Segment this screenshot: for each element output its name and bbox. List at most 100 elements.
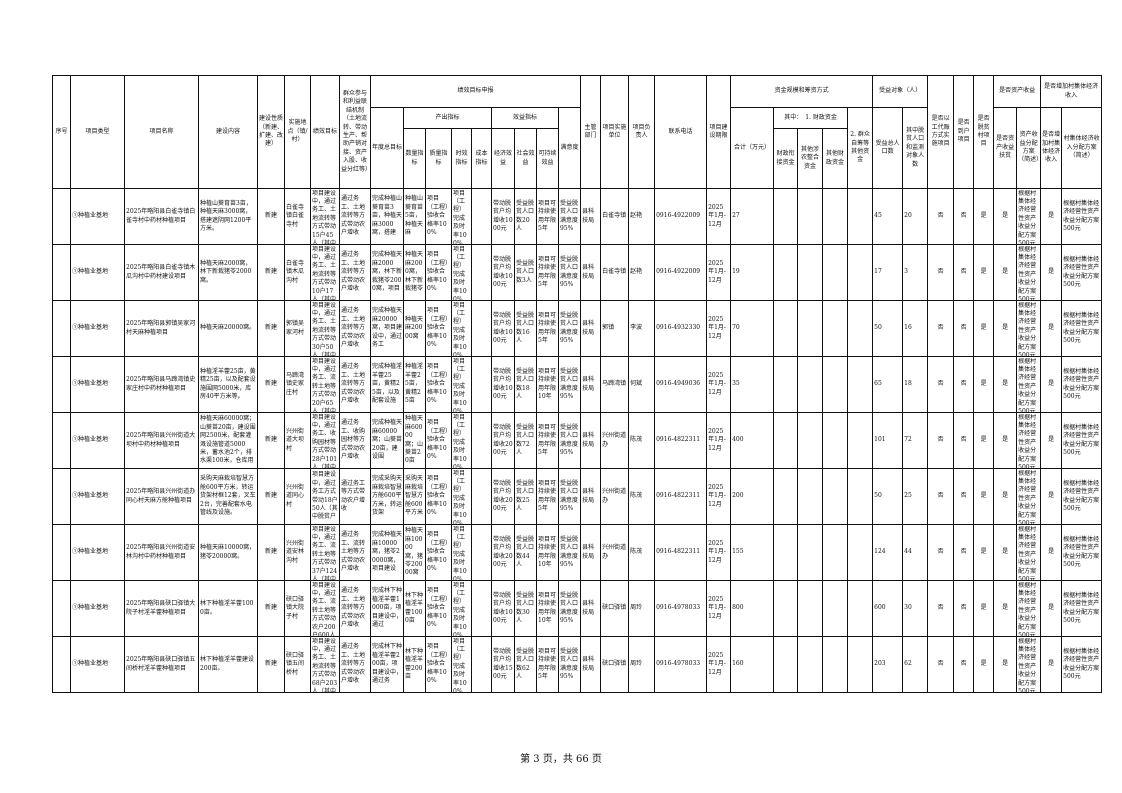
- table-cell: 0916-4822311: [654, 412, 708, 469]
- table-cell: 根据村集体经济经营性资产收益分配方案500元: [1061, 524, 1103, 581]
- cell-text: 0916-4822311: [656, 548, 701, 556]
- cell-text: 项目可持续使用年限5年: [538, 423, 557, 456]
- cell-text: 2025年略阳县兴州街道办同心村天麻方舱种植项目: [126, 488, 196, 504]
- cell-text: 通过务工、土地流转等方式带动农户增收: [341, 307, 366, 349]
- table-cell: 根据村集体经济经营性资产收益分配方案500元: [1061, 300, 1103, 357]
- table-cell: [52, 468, 71, 525]
- table-cell: 白雀寺镇: [600, 188, 630, 245]
- table-cell: [822, 412, 849, 469]
- table-cell: 兴州街道办: [600, 524, 630, 581]
- cell-text: 0916-4822311: [656, 492, 701, 500]
- table-cell: [52, 580, 71, 637]
- table-cell: 是: [1040, 244, 1063, 301]
- cell-text: 项目（工程）验收合格率100%: [427, 531, 449, 573]
- cell-text: 是: [1048, 548, 1055, 556]
- table-cell: 根据村集体经济经营性资产收益分配方案500元以下: [1016, 356, 1042, 413]
- header-benef-total: 受益总人口数: [872, 107, 904, 189]
- table-cell: 项目建设中，通过务工、土地流转等方式带动10户17人（其中脱贫: [310, 244, 340, 301]
- table-cell: 0916-4922009: [654, 188, 708, 245]
- table-cell: 新建: [257, 412, 285, 469]
- table-cell: 否: [927, 524, 955, 581]
- table-cell: 0916-4949036: [654, 356, 708, 413]
- table-cell: 2025年1月-12月: [706, 244, 732, 301]
- table-cell: 2025年略阳县兴州街道办同心村天麻方舱种植项目: [124, 468, 199, 525]
- table-cell: 马蹄湾镇史家庄村: [284, 356, 311, 413]
- table-cell: [822, 524, 849, 581]
- table-cell: 受益脱贫人口数18人: [514, 356, 537, 413]
- table-cell: 种植山葵育苗5亩，种植天麻: [403, 188, 426, 245]
- header-to-household: 是否到户项目: [953, 75, 975, 189]
- table-cell: 是: [1040, 468, 1063, 525]
- table-cell: [822, 580, 849, 637]
- cell-text: 否: [960, 212, 967, 220]
- table-cell: 72: [902, 412, 929, 469]
- cell-text: 受益脱贫人口满意度95%: [560, 255, 579, 288]
- cell-text: 27: [732, 212, 740, 220]
- cell-text: 项目（工程）验收合格率100%: [427, 251, 449, 293]
- table-cell: 通过务工、土地流转等方式带动农户增收: [339, 636, 371, 693]
- header-work-relief: 是否以工代赈方式实施项目: [927, 75, 955, 189]
- cell-text: 项目建设中，通过务工、收购园材等方式带动28户101人（其中脱贫: [312, 413, 338, 468]
- cell-text: 0916-4949036: [656, 380, 701, 388]
- table-row: ①种植业基地 2025年略阳县硖口驿镇五间桥村淫羊藿种植项目 林下种植淫羊藿建设20…: [52, 636, 1103, 693]
- header-agri-integrated: 其他涉农整合资金: [797, 128, 824, 189]
- cell-text: 受益脱贫人口数18人: [516, 367, 535, 400]
- cell-text: 县科技局: [582, 432, 595, 448]
- table-cell: 2025年略阳县郭镇吴家河村天麻种植项目: [124, 300, 199, 357]
- cell-text: 项目建设中，通过务工方式带动18户50人（其中脱贫户: [312, 471, 338, 521]
- cell-text: 种植天麻2000窝，林下新栽猪苓2000窝。: [200, 259, 252, 284]
- table-cell: 2025年略阳县白雀寺镇木瓜沟村中药材建设项目: [124, 244, 199, 301]
- cell-text: 项目（工程）完成及时率100%: [453, 413, 467, 468]
- table-cell: 是: [993, 468, 1018, 525]
- cell-text: 2025年1月-12月: [708, 203, 726, 228]
- cell-text: 陈茂: [630, 492, 643, 500]
- table-cell: 2025年略阳县硖口驿镇大院子村淫羊藿种植项目: [124, 580, 199, 637]
- table-cell: 种植天麻20000窝。: [198, 300, 258, 357]
- cell-text: 400: [732, 436, 744, 444]
- table-cell: 完成种植淫羊藿25亩，黄精25亩，以及配套设施: [370, 356, 404, 413]
- table-cell: 带动脱贫户均增收2000元: [491, 524, 515, 581]
- cell-text: 101: [874, 436, 886, 444]
- cell-text: 通过务工、土地流转等方式带动农户增收: [341, 363, 366, 405]
- table-cell: 是: [973, 356, 995, 413]
- table-cell: 项目（工程）验收合格率100%: [425, 636, 452, 693]
- table-cell: 65: [872, 356, 904, 413]
- table-cell: 县科技局: [580, 300, 602, 357]
- table-cell: [773, 356, 799, 413]
- cell-text: 采购天麻栽培智慧方舱600平方米: [405, 475, 424, 517]
- header-cost: 成本指标: [471, 128, 492, 189]
- header-village-plan: 村集体经济收入分配方案（简述）: [1061, 107, 1103, 189]
- cell-text: 2025年1月-12月: [708, 483, 726, 508]
- table-cell: 根据村集体经济经营性资产收益分配方案500元以下: [1016, 300, 1042, 357]
- table-cell: 是: [1040, 356, 1063, 413]
- table-cell: 否: [927, 300, 955, 357]
- table-cell: 否: [953, 580, 975, 637]
- cell-text: 根据村集体经济经营性资产收益分配方案500元以下: [1018, 581, 1037, 636]
- cell-text: 白雀寺镇: [602, 268, 627, 276]
- table-cell: [797, 468, 824, 525]
- cell-text: 否: [937, 212, 944, 220]
- table-row: ①种植业基地 2025年略阳县白雀寺镇木瓜沟村中药材建设项目 种植天麻2000窝，林…: [52, 244, 1103, 301]
- header-total: 合计（万元）: [730, 107, 775, 189]
- table-cell: 项目可持续使用年限10年: [536, 580, 559, 637]
- cell-text: 项目（工程）完成及时率100%: [453, 469, 467, 524]
- table-cell: 项目建设中，通过务工、流转土地等方式带动20户65人（其中脱贫: [310, 356, 340, 413]
- table-cell: 新建: [257, 188, 285, 245]
- table-cell: 2025年1月-12月: [706, 524, 732, 581]
- cell-text: 通过务工、土地流转等方式带动农户增收: [341, 195, 366, 237]
- table-cell: 采购天麻栽培智慧方舱600平方米，转运货架材框12套，叉车2台，完善配套水电管线…: [198, 468, 258, 525]
- table-cell: 是: [1040, 636, 1063, 693]
- cell-text: 项目（工程）完成及时率100%: [453, 357, 467, 412]
- cell-text: 种植天麻60000窝；山葵苗20亩: [405, 415, 424, 465]
- table-cell: [773, 636, 799, 693]
- cell-text: 2025年略阳县白雀寺镇白雀寺村中药材种植项目: [126, 208, 196, 224]
- table-cell: 项目（工程）验收合格率100%: [425, 468, 452, 525]
- cell-text: 通过务工、土地流转等方式带动农户增收: [341, 251, 366, 293]
- table-cell: 白雀寺镇: [600, 244, 630, 301]
- cell-text: 否: [960, 324, 967, 332]
- table-cell: 是: [1040, 188, 1063, 245]
- cell-text: 根据村集体经济经营性资产收益分配方案500元以下: [1018, 357, 1037, 412]
- cell-text: 根据村集体经济经营性资产收益分配方案500元以下: [1018, 413, 1037, 468]
- cell-text: 2025年略阳县兴州街道安林沟村中药材种植项目: [126, 544, 196, 560]
- table-cell: 17: [872, 244, 904, 301]
